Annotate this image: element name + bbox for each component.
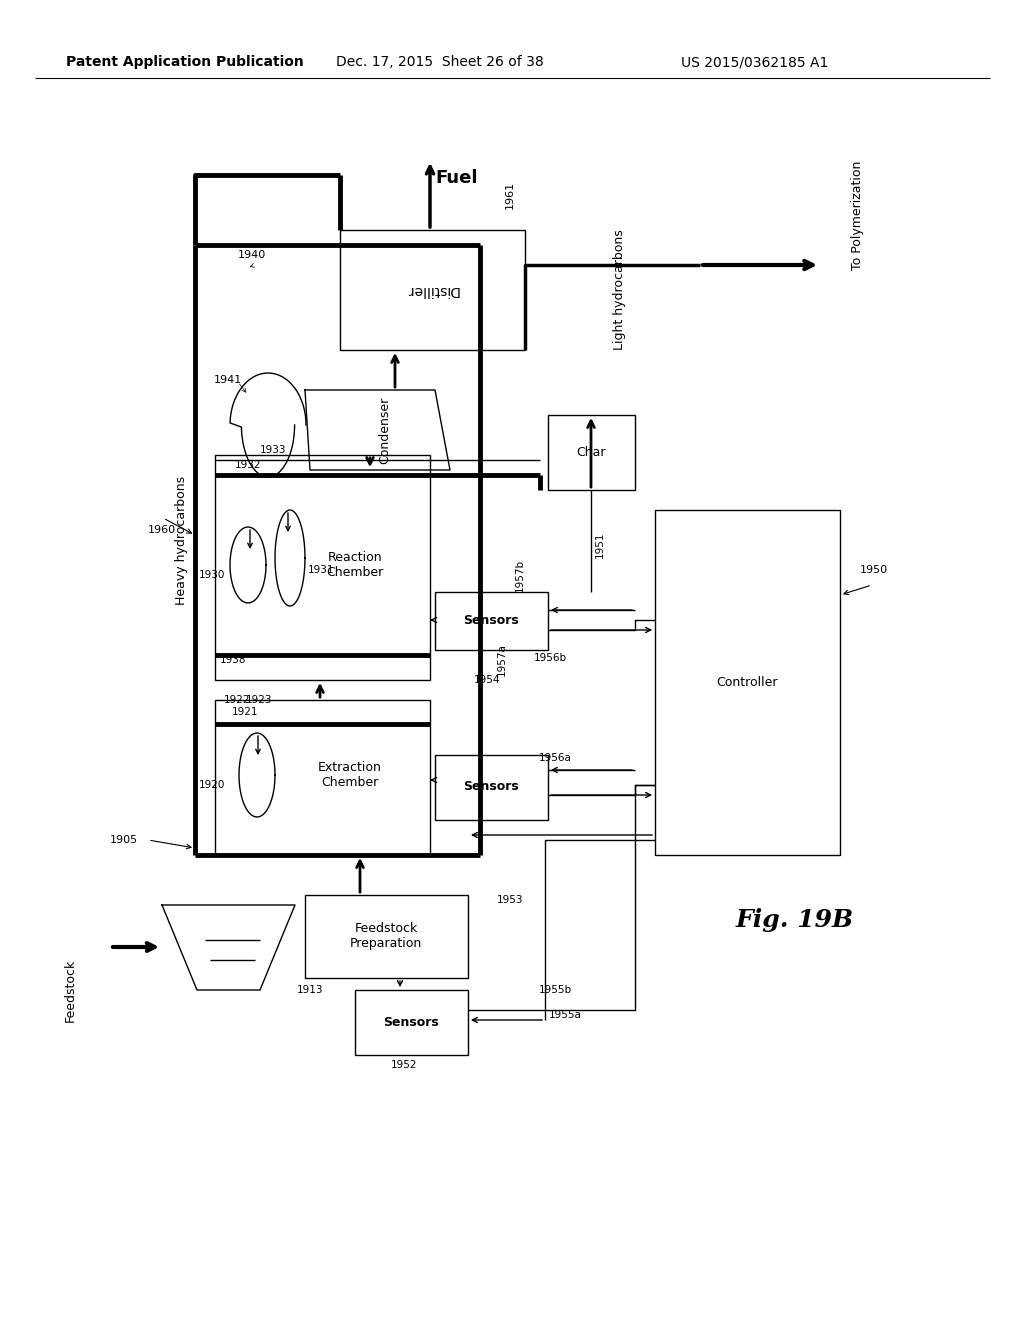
- Text: 1952: 1952: [391, 1060, 417, 1071]
- Text: 1956a: 1956a: [539, 752, 571, 763]
- Text: Char: Char: [577, 446, 606, 458]
- Text: Dec. 17, 2015  Sheet 26 of 38: Dec. 17, 2015 Sheet 26 of 38: [336, 55, 544, 69]
- Text: 1957b: 1957b: [515, 558, 525, 591]
- Text: Sensors: Sensors: [463, 780, 519, 793]
- Text: 1960: 1960: [148, 525, 176, 535]
- Text: 1932: 1932: [234, 459, 261, 470]
- Text: 1923: 1923: [246, 696, 272, 705]
- Text: 1920: 1920: [199, 780, 225, 789]
- Text: Controller: Controller: [716, 676, 778, 689]
- Text: Extraction
Chember: Extraction Chember: [318, 762, 382, 789]
- Text: 1951: 1951: [595, 532, 605, 558]
- Text: Feedstock
Preparation: Feedstock Preparation: [350, 921, 422, 950]
- Text: Reaction
Chember: Reaction Chember: [327, 550, 384, 579]
- Bar: [435, 591, 548, 649]
- Bar: [215, 700, 430, 855]
- Text: 1954: 1954: [474, 675, 501, 685]
- Polygon shape: [162, 906, 295, 990]
- Text: US 2015/0362185 A1: US 2015/0362185 A1: [681, 55, 828, 69]
- Text: 1953: 1953: [497, 895, 523, 906]
- Text: Sensors: Sensors: [383, 1015, 439, 1028]
- Text: Fuel: Fuel: [436, 169, 478, 187]
- Text: To Polymerization: To Polymerization: [852, 160, 864, 269]
- Bar: [215, 455, 430, 680]
- Text: 1941: 1941: [214, 375, 242, 385]
- Text: Fig. 19B: Fig. 19B: [736, 908, 854, 932]
- Text: 1938: 1938: [220, 655, 247, 665]
- Bar: [355, 990, 468, 1055]
- Bar: [305, 895, 468, 978]
- Text: 1930: 1930: [199, 570, 225, 579]
- Text: 1955a: 1955a: [549, 1010, 582, 1020]
- Text: 1933: 1933: [260, 445, 287, 455]
- Text: 1957a: 1957a: [497, 644, 507, 676]
- Text: 1921: 1921: [232, 708, 258, 717]
- Text: Sensors: Sensors: [463, 615, 519, 627]
- Text: 1931: 1931: [308, 565, 335, 576]
- Text: 1913: 1913: [297, 985, 324, 995]
- Text: 1955b: 1955b: [539, 985, 571, 995]
- Text: Condenser: Condenser: [379, 396, 391, 463]
- Text: Heavy hydrocarbons: Heavy hydrocarbons: [175, 475, 188, 605]
- Bar: [435, 755, 548, 820]
- Text: 1905: 1905: [110, 836, 138, 845]
- Bar: [655, 510, 840, 855]
- Text: 1950: 1950: [860, 565, 888, 576]
- Text: 1922: 1922: [224, 696, 251, 705]
- Bar: [548, 414, 635, 490]
- Text: Light hydrocarbons: Light hydrocarbons: [613, 230, 627, 350]
- Text: Patent Application Publication: Patent Application Publication: [67, 55, 304, 69]
- Text: 1940: 1940: [238, 249, 266, 260]
- Bar: [340, 230, 525, 350]
- Text: Distiller: Distiller: [406, 282, 459, 297]
- Text: Feedstock: Feedstock: [63, 958, 77, 1022]
- Text: 1961: 1961: [505, 181, 515, 209]
- Text: 1956b: 1956b: [534, 653, 566, 663]
